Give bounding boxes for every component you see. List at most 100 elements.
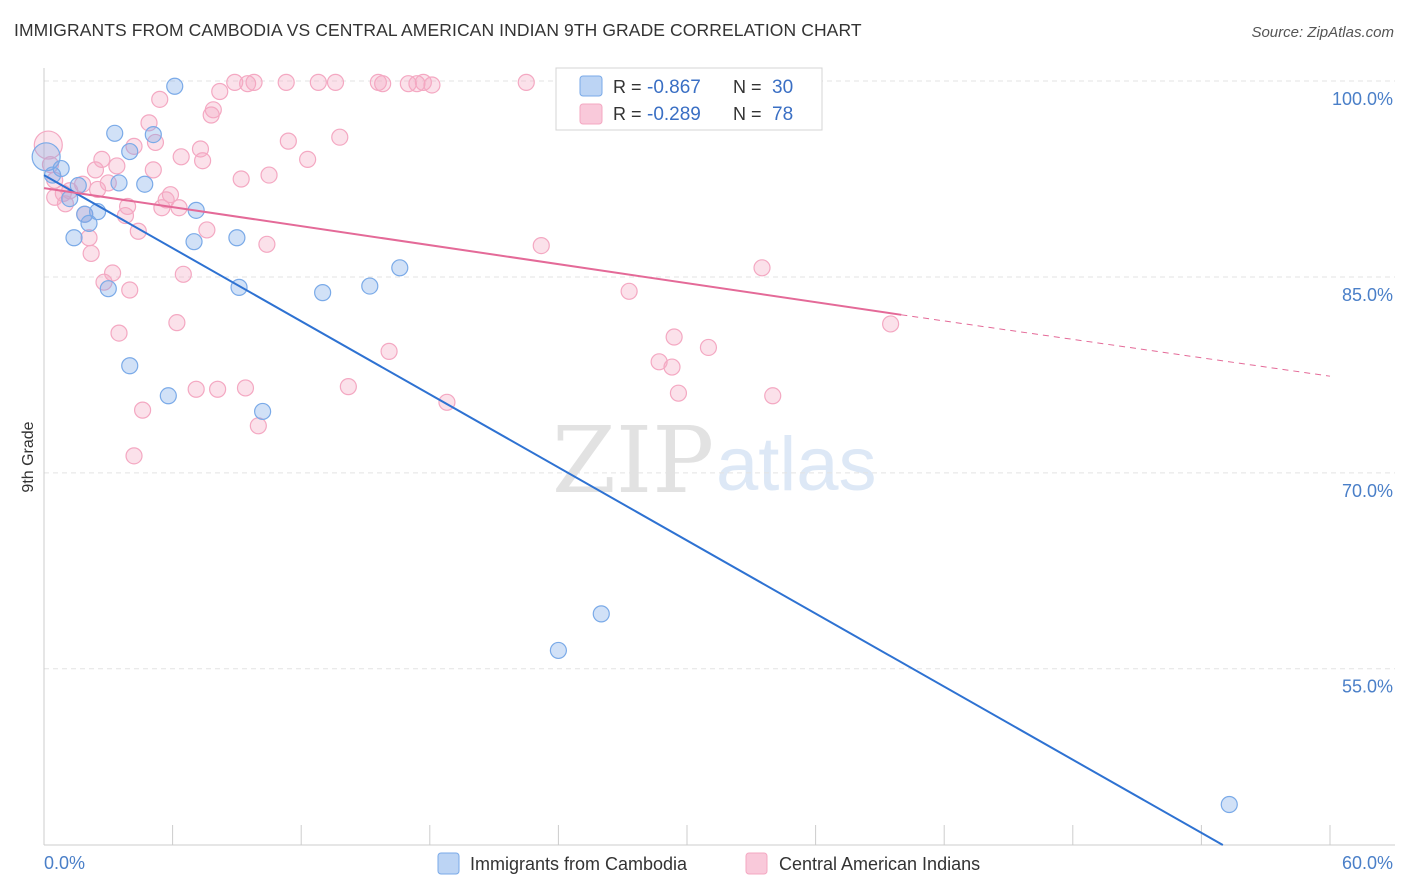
data-point-central-american xyxy=(209,380,227,398)
data-point-cambodia xyxy=(136,175,154,193)
data-point-central-american xyxy=(174,265,192,283)
gridlines xyxy=(44,80,1395,670)
data-point-central-american xyxy=(161,186,180,204)
data-point-cambodia xyxy=(159,387,177,405)
legend-r-label: R = xyxy=(613,77,642,97)
legend-r-value-central-american: -0.289 xyxy=(647,104,701,125)
data-point-cambodia xyxy=(391,259,409,277)
data-point-cambodia xyxy=(121,357,139,375)
data-point-central-american xyxy=(339,378,357,396)
data-point-central-american xyxy=(211,82,229,101)
data-point-central-american xyxy=(245,73,263,91)
data-point-cambodia xyxy=(228,229,246,247)
data-point-central-american xyxy=(374,75,392,93)
bottom-legend-swatch-central-american xyxy=(745,852,768,875)
x-axis-ticks xyxy=(43,825,1331,845)
data-point-central-american xyxy=(882,315,900,333)
data-point-cambodia xyxy=(166,77,184,95)
bottom-legend-label-central-american: Central American Indians xyxy=(779,854,980,874)
x-tick-label-max: 60.0% xyxy=(1342,853,1393,873)
y-tick-label: 85.0% xyxy=(1342,285,1393,305)
y-tick-label: 70.0% xyxy=(1342,481,1393,501)
data-point-central-american xyxy=(249,417,267,435)
data-point-central-american xyxy=(198,221,216,239)
bottom-legend-label-cambodia: Immigrants from Cambodia xyxy=(470,854,688,874)
y-axis-label: 9th Grade xyxy=(20,421,37,492)
data-point-central-american xyxy=(665,328,683,346)
data-point-cambodia xyxy=(144,126,162,144)
data-point-cambodia xyxy=(76,205,94,223)
data-point-cambodia xyxy=(314,284,332,302)
source-credit: Source: ZipAtlas.com xyxy=(1251,24,1394,41)
trend-line-central-american xyxy=(43,187,902,316)
bottom-legend-swatch-cambodia xyxy=(437,852,460,875)
data-point-central-american xyxy=(309,73,327,91)
data-point-central-american xyxy=(279,132,297,150)
data-point-cambodia xyxy=(549,641,568,660)
data-point-central-american xyxy=(204,101,222,119)
data-point-central-american xyxy=(226,73,244,91)
data-point-central-american xyxy=(753,259,771,277)
legend-swatch-central-american xyxy=(579,103,603,125)
data-point-cambodia xyxy=(99,280,117,298)
data-point-central-american xyxy=(191,140,210,158)
legend-r-value-cambodia: -0.867 xyxy=(647,77,701,98)
data-point-central-american xyxy=(172,148,190,166)
data-point-cambodia xyxy=(106,124,124,142)
data-point-central-american xyxy=(764,387,782,405)
data-point-central-american xyxy=(699,338,718,357)
trend-line-extension-central-american xyxy=(901,314,1331,377)
watermark-zip: ZIP xyxy=(552,407,714,514)
y-tick-label: 55.0% xyxy=(1342,677,1393,697)
trend-line-cambodia xyxy=(43,174,1224,846)
legend-n-value-cambodia: 30 xyxy=(772,77,793,98)
data-point-central-american xyxy=(168,314,186,332)
data-point-central-american xyxy=(277,73,295,91)
data-point-central-american xyxy=(326,73,345,91)
data-point-cambodia xyxy=(185,233,203,251)
data-point-central-american xyxy=(93,150,111,169)
data-point-central-american xyxy=(82,244,100,263)
data-point-central-american xyxy=(108,157,126,175)
data-point-cambodia xyxy=(1220,795,1238,814)
watermark-atlas: atlas xyxy=(716,422,877,507)
data-point-central-american xyxy=(80,229,98,247)
data-points xyxy=(31,73,1238,814)
data-point-central-american xyxy=(650,353,668,371)
data-point-central-american xyxy=(133,401,152,419)
data-point-central-american xyxy=(299,150,317,169)
data-point-central-american xyxy=(187,380,205,398)
trend-lines xyxy=(43,174,1331,846)
data-point-central-american xyxy=(236,379,255,397)
legend-swatch-cambodia xyxy=(579,75,603,97)
data-point-central-american xyxy=(33,130,63,160)
data-point-central-american xyxy=(86,161,105,179)
data-point-cambodia xyxy=(121,142,139,161)
data-point-cambodia xyxy=(254,402,272,421)
data-point-central-american xyxy=(118,197,137,216)
data-point-central-american xyxy=(110,324,128,342)
data-point-central-american xyxy=(260,166,278,184)
data-point-central-american xyxy=(125,447,143,465)
data-point-central-american xyxy=(121,281,139,299)
y-tick-label: 100.0% xyxy=(1332,89,1393,109)
data-point-central-american xyxy=(669,384,688,402)
data-point-central-american xyxy=(103,264,122,282)
data-point-central-american xyxy=(532,237,550,255)
data-point-cambodia xyxy=(110,174,128,192)
data-point-central-american xyxy=(151,90,169,108)
data-point-cambodia xyxy=(361,277,379,295)
y-axis-tick-labels: 100.0% 85.0% 70.0% 55.0% xyxy=(1332,89,1393,697)
legend-r-label: R = xyxy=(613,104,642,124)
data-point-cambodia xyxy=(592,605,610,623)
data-point-central-american xyxy=(88,180,107,199)
data-point-cambodia xyxy=(80,214,98,232)
data-point-central-american xyxy=(331,128,349,146)
x-tick-label-min: 0.0% xyxy=(44,853,85,873)
data-point-central-american xyxy=(232,170,250,188)
data-point-central-american xyxy=(239,75,257,93)
data-point-central-american xyxy=(517,73,535,91)
legend-n-label: N = xyxy=(733,104,762,124)
data-point-central-american xyxy=(423,76,441,94)
